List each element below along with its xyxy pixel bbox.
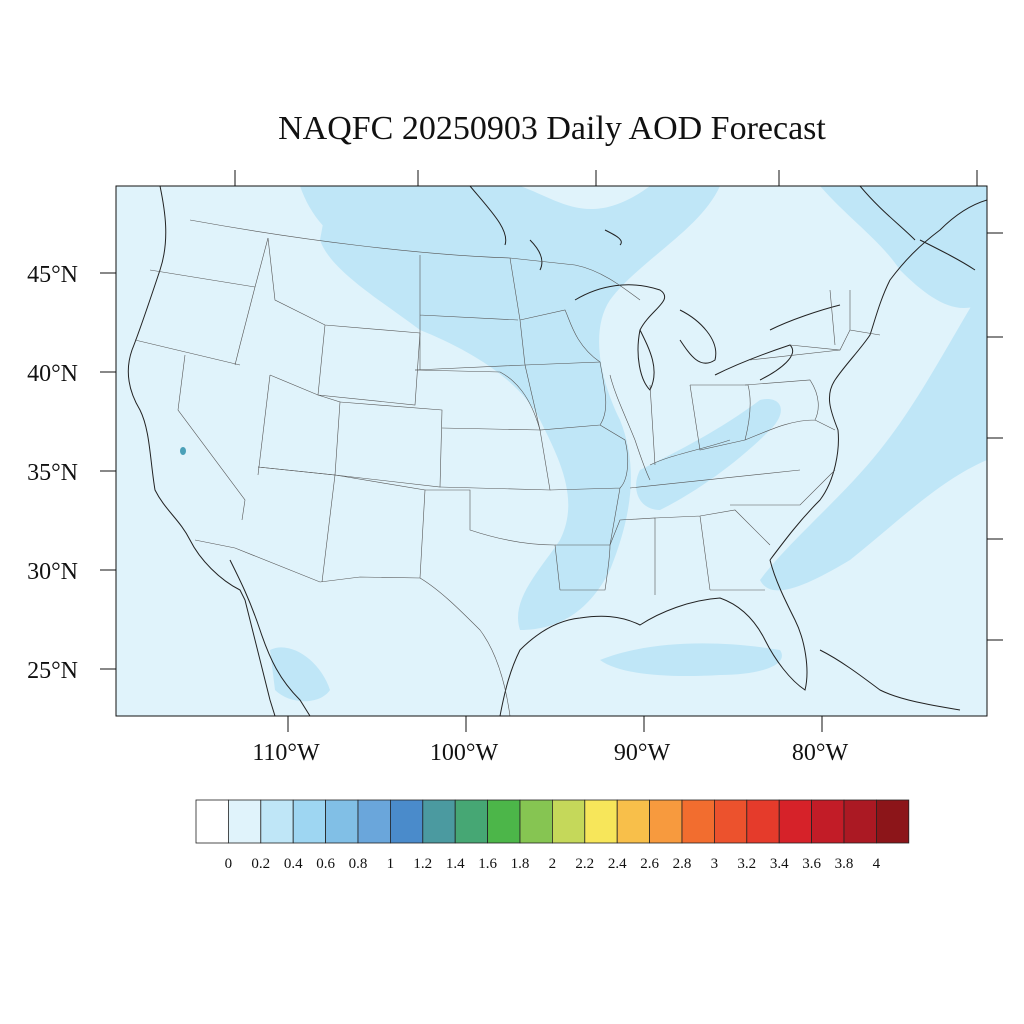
colorbar-label: 1.4 — [446, 856, 465, 872]
colorbar-swatch — [519, 799, 553, 844]
lat-label-35: 35°N — [27, 460, 78, 486]
colorbar-label: 1.6 — [478, 856, 497, 872]
colorbar-swatch — [325, 799, 359, 844]
colorbar-label: 2.4 — [608, 856, 627, 872]
border-mexico — [194, 539, 511, 716]
coast-canada — [469, 186, 976, 271]
colorbar-label: 3.6 — [802, 856, 821, 872]
lat-label-40: 40°N — [27, 361, 78, 387]
tick-marks — [100, 170, 1003, 732]
border-co — [334, 401, 443, 488]
lon-label-90w: 90°W — [614, 740, 671, 766]
colorbar-label: 2.6 — [640, 856, 659, 872]
colorbar-swatch — [681, 799, 715, 844]
plume-gulf — [600, 643, 782, 677]
border-canada — [189, 219, 641, 301]
colorbar-swatch — [714, 799, 748, 844]
border-ok-tx — [425, 489, 561, 591]
colorbar — [195, 799, 910, 844]
coast-great-lakes — [574, 284, 841, 391]
colorbar-swatch — [649, 799, 683, 844]
coast-pacific — [127, 186, 276, 716]
border-dakotas — [414, 255, 526, 371]
border-wa-or — [149, 269, 256, 288]
colorbar-label: 0.8 — [349, 856, 368, 872]
colorbar-label: 2 — [549, 856, 557, 872]
lat-label-45: 45°N — [27, 262, 78, 288]
colorbar-label: 0.6 — [316, 856, 335, 872]
coast-baja — [229, 559, 311, 716]
latitude-labels: 45°N 40°N 35°N 30°N 25°N — [27, 262, 78, 684]
border-al-ga — [654, 509, 771, 591]
border-id — [234, 237, 269, 366]
border-nv-ut — [257, 374, 271, 476]
border-ky-tn — [629, 439, 801, 489]
plume-baja — [270, 647, 330, 702]
colorbar-label: 2.8 — [673, 856, 692, 872]
border-wy — [317, 324, 421, 406]
colorbar-swatch — [422, 799, 456, 844]
colorbar-swatch — [454, 799, 489, 844]
colorbar-label: 0 — [225, 856, 233, 872]
border-carolinas — [730, 469, 836, 506]
lat-label-25: 25°N — [27, 658, 78, 684]
border-va-wv-pa — [744, 349, 841, 441]
colorbar-label: 4 — [873, 856, 881, 872]
border-ny-ne — [789, 289, 881, 351]
colorbar-label: 3 — [711, 856, 719, 872]
colorbar-swatch — [876, 799, 910, 844]
colorbar-swatch — [389, 799, 424, 844]
lon-label-80w: 80°W — [792, 740, 849, 766]
colorbar-swatch — [778, 799, 813, 844]
colorbar-label: 3.8 — [835, 856, 854, 872]
border-az-nm — [257, 466, 426, 583]
colorbar-label: 1 — [387, 856, 395, 872]
colorbar-label: 2.2 — [575, 856, 594, 872]
colorbar-swatch — [811, 799, 845, 844]
coast-gulf — [499, 559, 808, 716]
colorbar-label: 3.4 — [770, 856, 789, 872]
colorbar-label: 0.2 — [251, 856, 270, 872]
coastlines — [127, 186, 987, 716]
border-ca-nv — [177, 354, 246, 521]
colorbar-label: 1.8 — [511, 856, 530, 872]
lon-label-110w: 110°W — [252, 740, 320, 766]
colorbar-swatch — [843, 799, 877, 844]
longitude-labels: 110°W 100°W 90°W 80°W — [252, 740, 848, 766]
colorbar-swatch — [616, 799, 651, 844]
colorbar-swatch — [552, 799, 586, 844]
plume-appalachian — [636, 399, 781, 510]
map-title: NAQFC 20250903 Daily AOD Forecast — [278, 110, 826, 147]
colorbar-label: 0.4 — [284, 856, 303, 872]
map-panel — [116, 186, 987, 716]
coast-atlantic — [769, 199, 987, 561]
colorbar-swatch — [746, 799, 780, 844]
colorbar-label: 1.2 — [413, 856, 432, 872]
colorbar-swatch — [260, 799, 294, 844]
colorbar-swatch — [487, 799, 521, 844]
border-la-ms — [560, 517, 656, 595]
lat-label-30: 30°N — [27, 559, 78, 585]
map-frame — [115, 185, 988, 717]
colorbar-swatch — [584, 799, 618, 844]
colorbar-labels: 0 0.2 0.4 0.6 0.8 1 1.2 1.4 1.6 1.8 2 2.2 2.4 2.6 2.8 3… — [225, 856, 881, 872]
colorbar-swatch — [227, 799, 262, 844]
plume-northwest — [300, 186, 394, 250]
colorbar-swatch — [292, 799, 327, 844]
lon-label-100w: 100°W — [430, 740, 499, 766]
colorbar-label: 3.2 — [737, 856, 756, 872]
border-il-in-oh — [609, 374, 751, 481]
colorbar-swatch — [357, 799, 391, 844]
plume-northeast — [820, 186, 987, 309]
coast-florida-keys — [819, 649, 961, 711]
border-mt — [267, 237, 421, 334]
border-or-ca — [134, 339, 241, 366]
plume-atlantic — [760, 280, 987, 591]
colorbar-swatch — [195, 799, 229, 844]
state-borders — [134, 219, 881, 716]
aod-hotspot — [180, 447, 186, 455]
